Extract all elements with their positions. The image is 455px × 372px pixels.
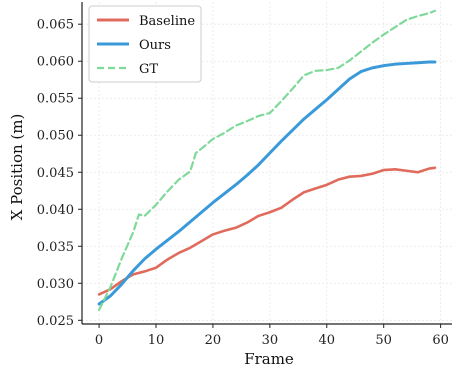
x-tick-label: 0 <box>95 333 103 348</box>
grid <box>82 2 452 324</box>
legend-label-gt: GT <box>139 62 158 77</box>
tick-labels: 0 10 20 30 40 50 60 0.025 0.030 0.035 0.040 0.045 0.… <box>37 18 449 348</box>
legend-label-baseline: Baseline <box>139 14 195 29</box>
x-axis-label: Frame <box>244 350 294 368</box>
y-tick-label: 0.060 <box>37 55 74 70</box>
legend: Baseline Ours GT <box>88 5 202 83</box>
x-tick-label: 30 <box>262 333 279 348</box>
y-tick-label: 0.030 <box>37 277 74 292</box>
legend-label-ours: Ours <box>139 38 171 53</box>
axes <box>78 2 452 328</box>
series-line-ours <box>97 60 437 306</box>
x-tick-label: 40 <box>318 333 335 348</box>
series-line-gt <box>97 9 437 312</box>
legend-box <box>88 5 202 83</box>
y-tick-label: 0.040 <box>37 203 74 218</box>
x-tick-label: 60 <box>432 333 449 348</box>
y-tick-label: 0.035 <box>37 240 74 255</box>
y-tick-label: 0.025 <box>37 314 74 329</box>
y-tick-label: 0.055 <box>37 92 74 107</box>
x-tick-label: 50 <box>375 333 392 348</box>
series-lines <box>97 9 437 312</box>
y-axis-label: X Position (m) <box>8 114 26 221</box>
x-tick-label: 10 <box>148 333 165 348</box>
y-tick-label: 0.045 <box>37 166 74 181</box>
series-line-baseline <box>97 166 437 296</box>
x-tick-label: 20 <box>205 333 222 348</box>
y-tick-label: 0.065 <box>37 18 74 33</box>
y-tick-label: 0.050 <box>37 129 74 144</box>
